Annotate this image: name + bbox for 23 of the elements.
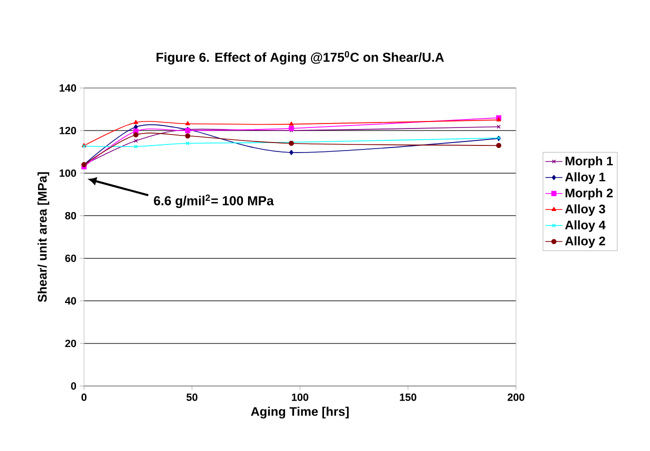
- legend-label: Alloy 3: [565, 204, 606, 216]
- annotation: 6.6 g/mil$^{2}$= 100 MPa: [154, 194, 274, 208]
- x-tick-label: 50: [186, 394, 198, 401]
- legend-label: Alloy 2: [565, 236, 606, 248]
- legend-label: Alloy 4: [565, 220, 606, 232]
- legend-label: Morph 1: [566, 156, 613, 168]
- y-tick-label: 140: [60, 84, 76, 92]
- y-tick-label: 100: [60, 169, 76, 177]
- x-axis-title: Aging Time [hrs]: [250, 406, 349, 418]
- y-axis-title: Shear/ unit area [MPa]: [38, 172, 50, 302]
- y-tick-label: 60: [65, 254, 76, 262]
- legend-label: Alloy 1: [565, 172, 606, 184]
- x-tick-label: 100: [292, 394, 308, 401]
- x-tick-label: 0: [81, 394, 86, 401]
- x-tick-label: 200: [508, 394, 524, 401]
- legend-label: Morph 2: [566, 188, 613, 200]
- y-tick-label: 120: [60, 126, 76, 134]
- y-tick-label: 80: [65, 212, 76, 220]
- x-tick-label: 150: [400, 394, 416, 401]
- y-tick-label: 40: [65, 297, 76, 305]
- y-tick-label: 20: [65, 340, 76, 348]
- chart-title: Figure 6. Effect of Aging @175$^{0}$C on Shear/U.A: [156, 51, 444, 65]
- y-tick-label: 0: [71, 382, 76, 390]
